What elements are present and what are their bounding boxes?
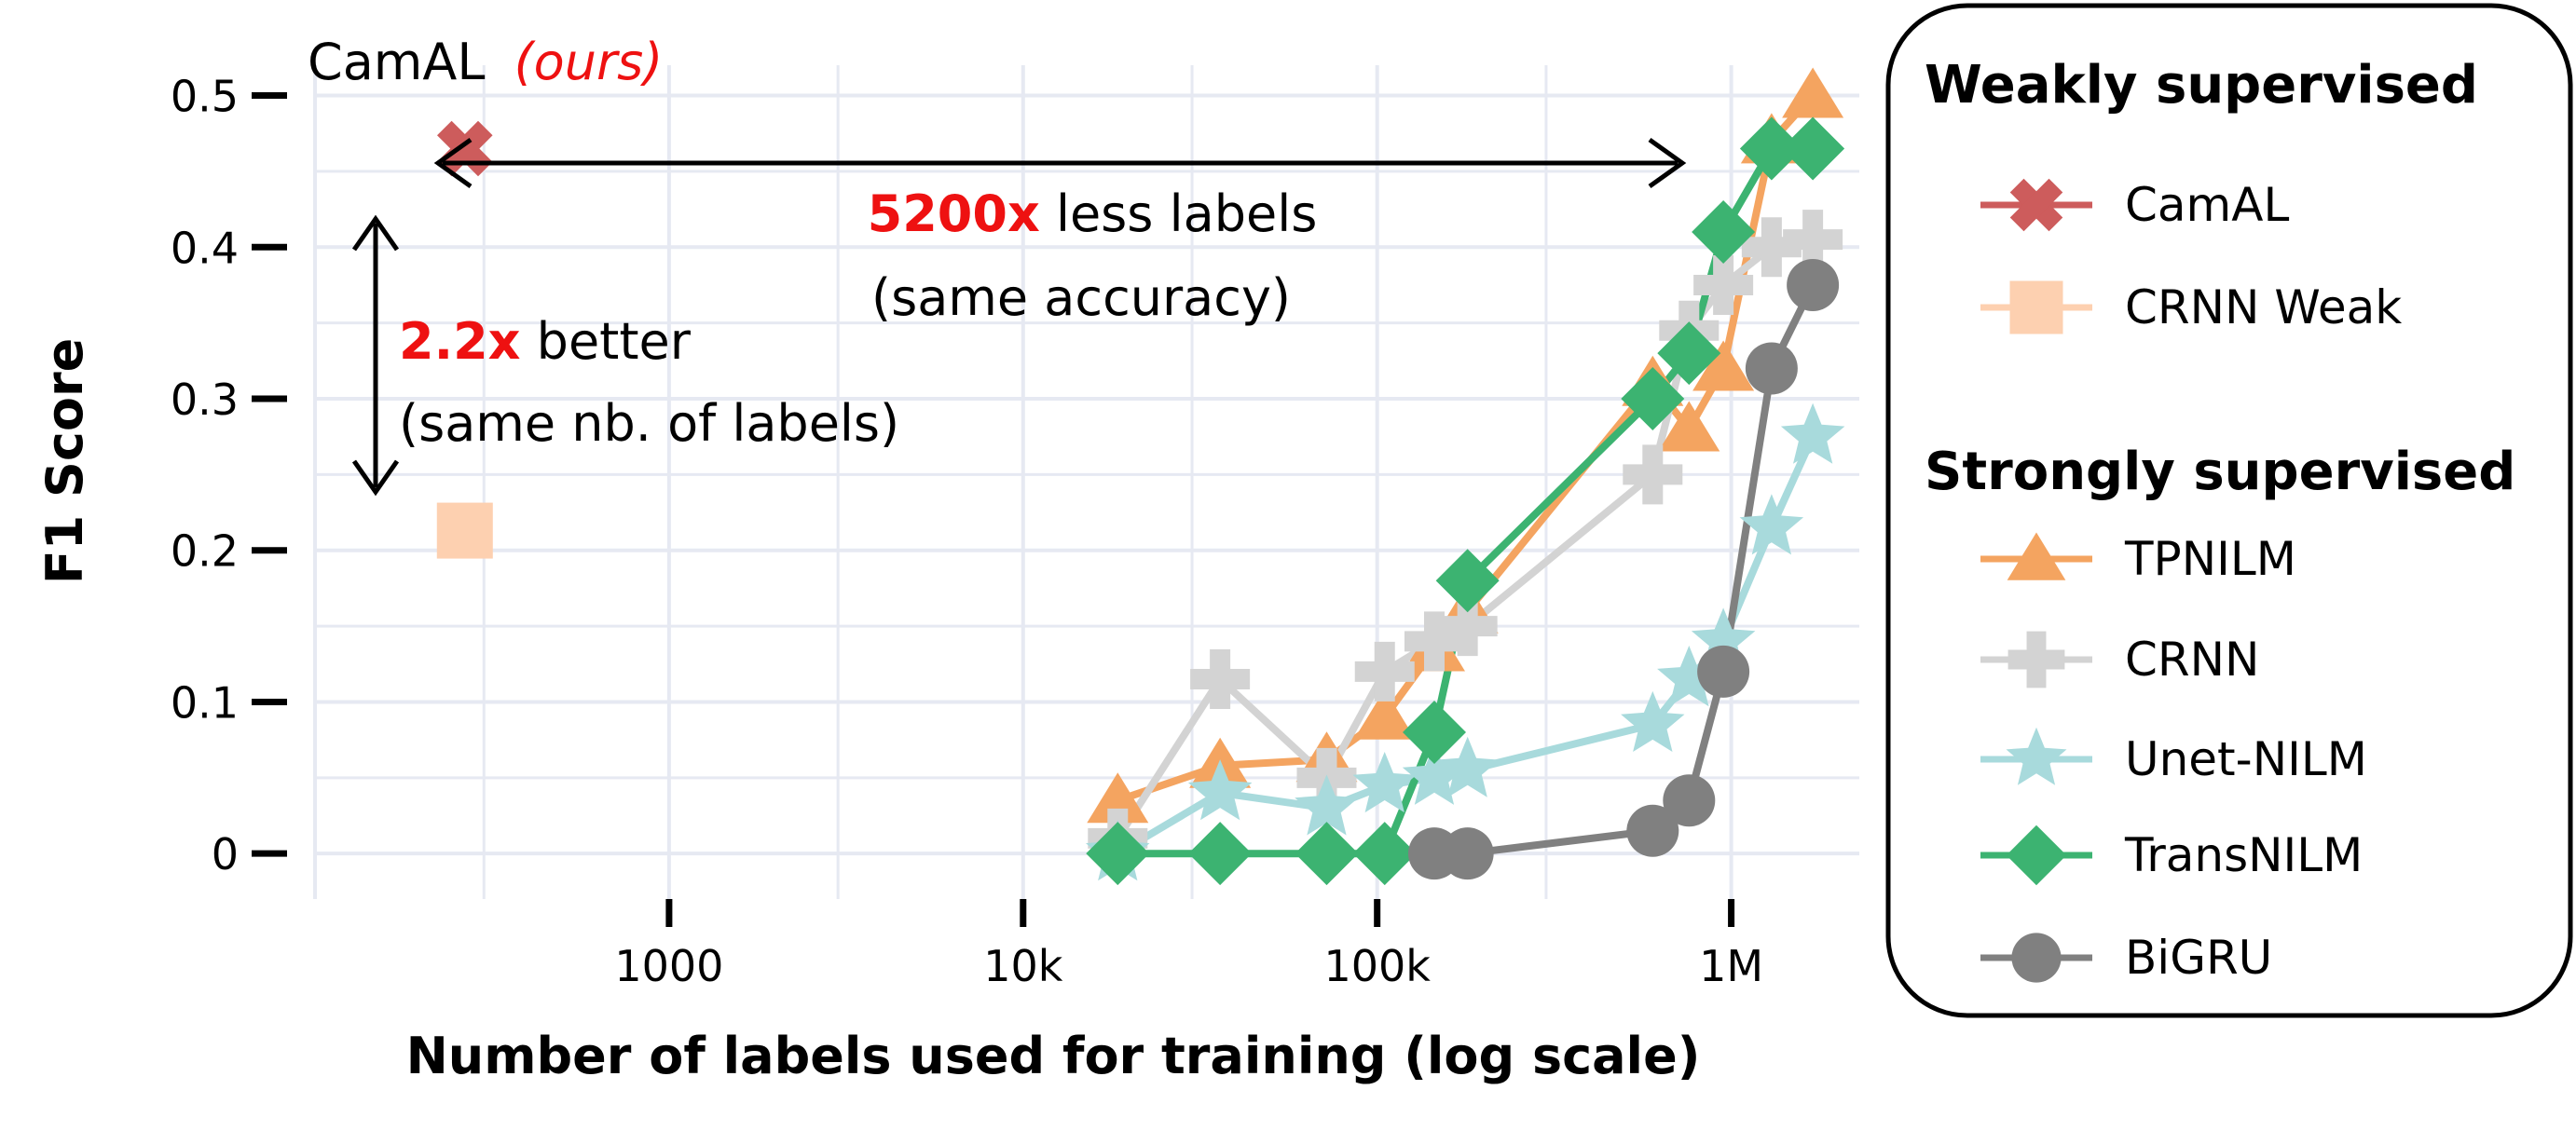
tpnilm-point bbox=[1658, 401, 1720, 452]
y-tick-label: 0.2 bbox=[171, 526, 239, 577]
labels-ratio-text: less labels bbox=[1040, 184, 1318, 243]
bigru-point bbox=[1441, 827, 1494, 880]
y-tick-label: 0.3 bbox=[171, 375, 239, 425]
legend-label-transnilm: TransNILM bbox=[2124, 828, 2363, 882]
legend-label-unet-nilm: Unet-NILM bbox=[2125, 732, 2367, 786]
x-axis-title: Number of labels used for training (log … bbox=[406, 1027, 1701, 1085]
legend-label-crnn-weak: CRNN Weak bbox=[2125, 280, 2402, 334]
unet-nilm-point bbox=[1780, 402, 1845, 464]
crnn-point bbox=[1741, 217, 1802, 278]
tpnilm-point bbox=[1353, 688, 1416, 740]
unet-nilm-point bbox=[1657, 646, 1721, 707]
accuracy-ratio-subtext: (same nb. of labels) bbox=[399, 394, 899, 453]
bigru-point bbox=[1663, 774, 1716, 827]
y-axis-title: F1 Score bbox=[35, 338, 94, 585]
x-tick-label: 100k bbox=[1323, 941, 1431, 991]
y-tick-label: 0.5 bbox=[171, 72, 239, 122]
bigru-point bbox=[1787, 258, 1840, 311]
transnilm-point bbox=[1188, 822, 1253, 886]
legend-item-camal: CamAL bbox=[1980, 178, 2289, 232]
transnilm-point bbox=[1781, 116, 1845, 181]
bigru-point bbox=[1626, 804, 1679, 857]
accuracy-ratio-text: better bbox=[521, 312, 692, 371]
y-tick-label: 0.4 bbox=[171, 223, 239, 273]
legend-swatch-marker-stroke bbox=[2009, 178, 2063, 232]
accuracy-ratio-annotation: 2.2x better bbox=[399, 312, 692, 371]
crnn-point bbox=[1404, 611, 1464, 672]
x-tick-label: 1M bbox=[1699, 941, 1763, 991]
transnilm-point bbox=[1739, 116, 1803, 181]
legend-frame bbox=[1885, 3, 2573, 1018]
legend-item-crnn: CRNN bbox=[1980, 631, 2259, 688]
legend-label-camal: CamAL bbox=[2125, 178, 2289, 232]
legend-item-tpnilm: TPNILM bbox=[1980, 532, 2296, 586]
legend-label-bigru: BiGRU bbox=[2125, 931, 2272, 985]
legend-group-weak-title: Weakly supervised bbox=[1925, 55, 2478, 116]
labels-ratio-annotation: 5200x less labels bbox=[868, 184, 1318, 243]
transnilm-point bbox=[1692, 200, 1756, 264]
labels-ratio-value: 5200x bbox=[868, 184, 1040, 243]
legend: Weakly supervised Strongly supervised Ca… bbox=[1885, 3, 2573, 1018]
crnn-point bbox=[1190, 649, 1251, 710]
bigru-point bbox=[1745, 342, 1798, 395]
bigru-point bbox=[1697, 645, 1750, 698]
legend-item-crnn-weak: CRNN Weak bbox=[1980, 280, 2402, 334]
legend-label-crnn: CRNN bbox=[2125, 633, 2259, 687]
legend-item-transnilm: TransNILM bbox=[1980, 824, 2363, 886]
x-tick-label: 10k bbox=[983, 941, 1063, 991]
legend-swatch-marker bbox=[2011, 933, 2062, 983]
crnn-point bbox=[1693, 254, 1754, 315]
legend-swatch-marker bbox=[2009, 178, 2063, 232]
legend-entries: CamAL CRNN Weak TPNILM CRNN Unet-NILM TransNI… bbox=[1980, 178, 2402, 985]
crnn-point bbox=[1437, 596, 1498, 657]
transnilm-point bbox=[1086, 822, 1150, 886]
tpnilm-point bbox=[1087, 772, 1149, 824]
legend-item-unet-nilm: Unet-NILM bbox=[1980, 727, 2367, 786]
unet-nilm-point bbox=[1295, 774, 1359, 836]
crnn-weak-point bbox=[436, 502, 493, 559]
crnn-point bbox=[1623, 444, 1683, 505]
labels-ratio-subtext: (same accuracy) bbox=[871, 268, 1291, 327]
transnilm-point bbox=[1352, 822, 1417, 886]
transnilm-point bbox=[1621, 367, 1685, 430]
transnilm-point bbox=[1295, 822, 1359, 886]
axes: 0 0.1 0.2 0.3 0.4 0.5 1000 10k 100k 1M bbox=[171, 72, 1763, 991]
crnn-point bbox=[1783, 210, 1843, 270]
unet-nilm-point bbox=[1435, 736, 1500, 797]
unet-nilm-point bbox=[1187, 759, 1253, 821]
legend-group-strong-title: Strongly supervised bbox=[1925, 442, 2515, 502]
y-tick-label: 0.1 bbox=[171, 677, 239, 728]
labels-ratio-arrow bbox=[433, 137, 1687, 189]
legend-label-tpnilm: TPNILM bbox=[2124, 532, 2296, 586]
transnilm-point bbox=[1402, 701, 1466, 764]
legend-swatch-marker bbox=[2006, 824, 2067, 886]
unet-nilm-point bbox=[1621, 690, 1685, 752]
series-markers bbox=[436, 67, 1845, 886]
legend-swatch-marker bbox=[2007, 631, 2065, 688]
tpnilm-point bbox=[1782, 67, 1844, 118]
legend-swatch-marker bbox=[2007, 532, 2066, 580]
legend-item-bigru: BiGRU bbox=[1980, 931, 2272, 985]
camal-ours-label: (ours) bbox=[514, 33, 664, 91]
unet-nilm-point bbox=[1739, 494, 1804, 555]
accuracy-ratio-value: 2.2x bbox=[399, 312, 521, 371]
accuracy-ratio-arrow bbox=[351, 214, 400, 497]
x-tick-label: 1000 bbox=[614, 941, 723, 991]
transnilm-point bbox=[1435, 549, 1500, 613]
crnn-point bbox=[1354, 641, 1415, 702]
y-tick-label: 0 bbox=[212, 829, 239, 879]
legend-swatch-marker bbox=[2006, 727, 2067, 785]
camal-annotation: CamAL (ours) bbox=[308, 33, 663, 91]
transnilm-point bbox=[1657, 321, 1721, 386]
tpnilm-point bbox=[1692, 340, 1755, 391]
camal-label: CamAL bbox=[308, 33, 485, 91]
unet-nilm-point bbox=[1352, 752, 1417, 813]
legend-swatch-marker bbox=[2009, 280, 2063, 334]
